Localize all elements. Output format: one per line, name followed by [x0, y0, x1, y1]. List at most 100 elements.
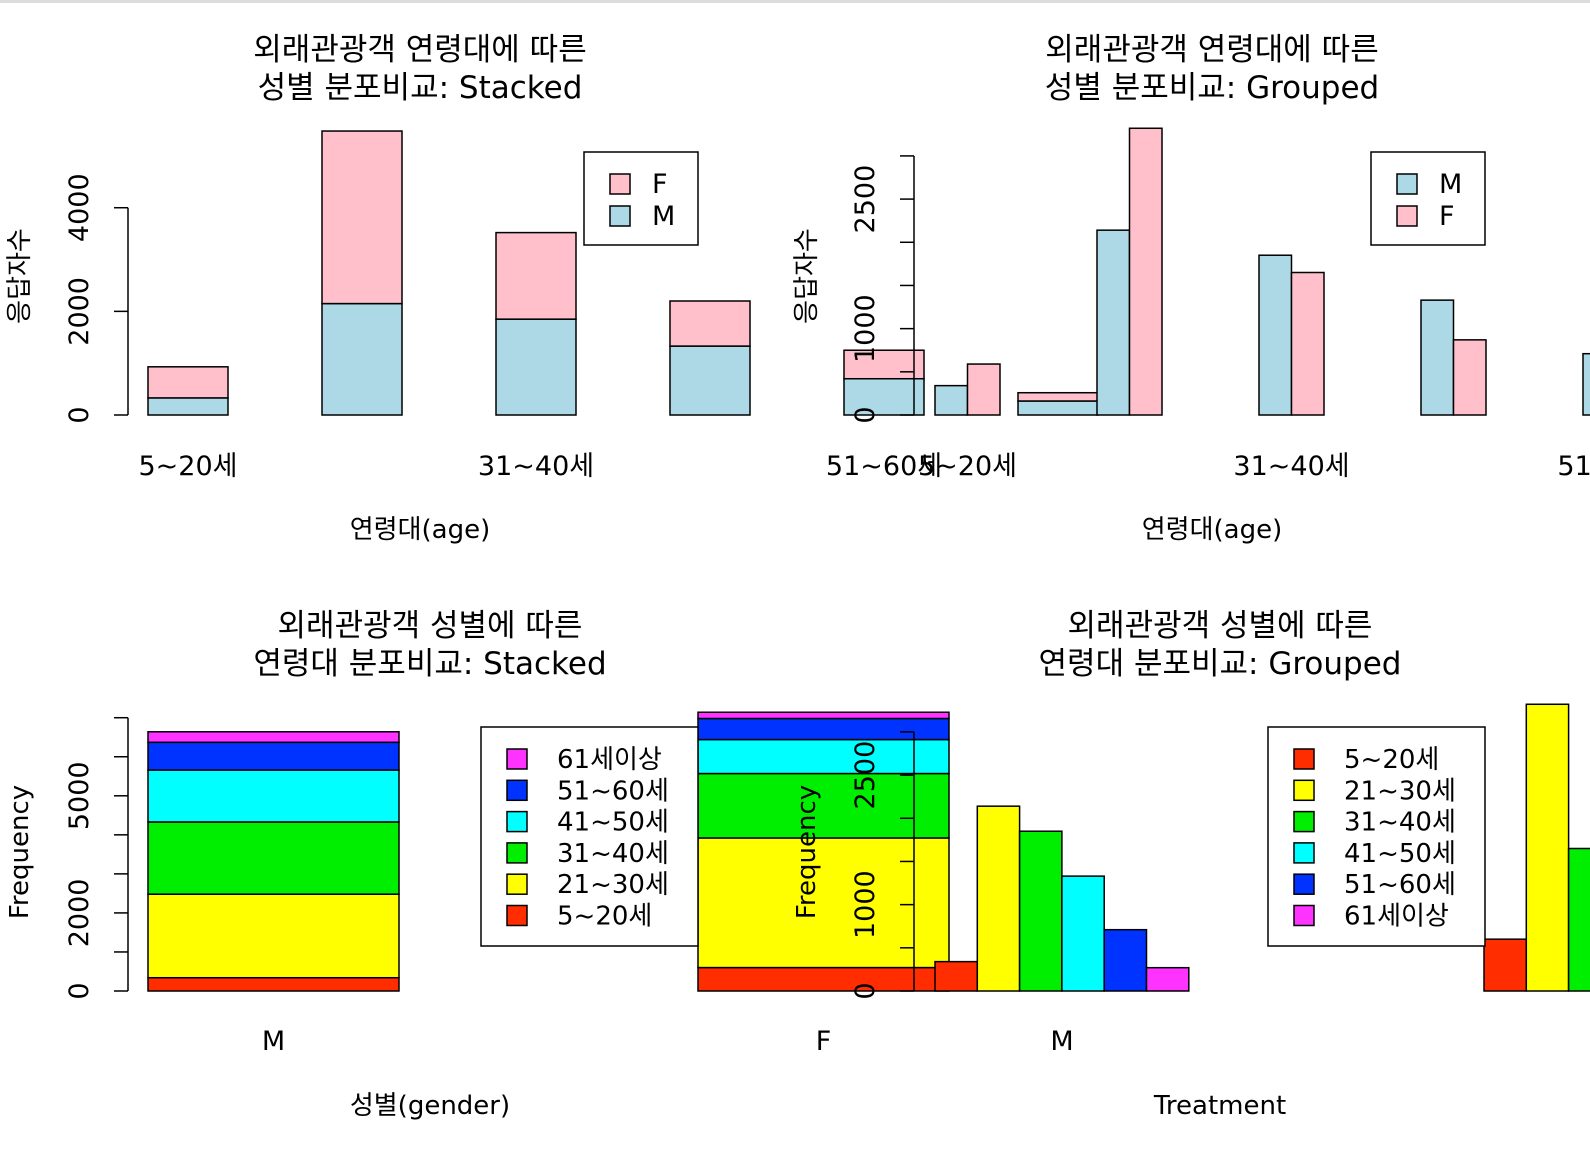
bar-31~40세-F: [1290, 271, 1325, 416]
bar-5~20세-M: [934, 384, 969, 416]
y-axis-label: Frequency: [792, 785, 822, 919]
bar-31~40세-F: [495, 231, 577, 320]
bar-51~60세-F: [843, 349, 925, 380]
legend-label: 61세이상: [557, 745, 662, 775]
legend-swatch-5~20세: [1293, 748, 1315, 770]
bar-M-31~40세: [147, 821, 400, 895]
chart-title: 외래관광객 연령대에 따른: [1045, 32, 1378, 68]
legend-label: 41~50세: [557, 808, 669, 838]
bar-F-31~40세: [697, 772, 950, 839]
y-tick-label: 1000: [850, 294, 881, 363]
legend-swatch-51~60세: [1293, 873, 1315, 895]
legend-label: 31~40세: [1344, 808, 1456, 838]
legend-label: F: [1439, 201, 1455, 232]
legend-label: 21~30세: [557, 870, 669, 900]
legend-swatch-31~40세: [1293, 810, 1315, 833]
x-axis-label: Treatment: [1153, 1091, 1286, 1121]
legend-swatch-21~30세: [1293, 779, 1315, 802]
chart-title: 외래관광객 연령대에 따른: [253, 32, 586, 68]
bar-41~50세-F: [669, 300, 751, 347]
bar-M-41~50세: [147, 769, 400, 823]
y-tick-label: 2500: [850, 741, 881, 810]
bar-41~50세-M: [669, 345, 751, 416]
x-tick-label: F: [816, 1026, 832, 1057]
bar-M-5~20세: [147, 976, 400, 992]
bar-51~60세-M: [1582, 352, 1590, 416]
bar-M-61세이상: [147, 731, 400, 744]
bar-M-61세이상: [1145, 966, 1190, 992]
legend-label: 41~50세: [1344, 839, 1456, 869]
y-tick-label: 2000: [64, 277, 95, 346]
y-tick-label: 0: [850, 406, 881, 423]
legend-label: 21~30세: [1344, 776, 1456, 806]
y-axis-label: 응답자수: [5, 228, 35, 324]
chart-title: 성별 분포비교: Grouped: [1045, 70, 1379, 106]
x-tick-label: 51~60세: [1557, 451, 1590, 482]
bar-M-5~20세: [934, 960, 979, 992]
legend-label: 5~20세: [557, 902, 652, 932]
bar-5~20세-M: [147, 397, 229, 416]
legend-box: [583, 151, 699, 246]
bar-31~40세-M: [495, 318, 577, 416]
legend-swatch-41~50세: [506, 810, 528, 833]
legend-swatch-F: [609, 173, 631, 195]
chart-title: 외래관광객 성별에 따른: [1068, 608, 1373, 644]
bar-21~30세-M: [321, 302, 403, 416]
legend-label: 61세이상: [1344, 902, 1449, 932]
y-axis-label: Frequency: [5, 785, 35, 919]
y-tick-label: 5000: [64, 761, 95, 830]
bar-F-5~20세: [1483, 938, 1528, 992]
bar-M-51~60세: [147, 741, 400, 771]
legend-swatch-M: [1396, 173, 1418, 195]
y-tick-label: 2000: [64, 879, 95, 948]
bar-F-5~20세: [697, 966, 950, 992]
x-tick-label: 5~20세: [139, 451, 238, 482]
chart-title: 외래관광객 성별에 따른: [278, 608, 583, 644]
chart-title: 연령대 분포비교: Grouped: [1039, 646, 1402, 682]
legend-label: M: [1439, 169, 1462, 200]
y-tick-label: 0: [64, 406, 95, 423]
bar-21~30세-M: [1096, 229, 1131, 416]
x-tick-label: 5~20세: [918, 451, 1017, 482]
bar-61세이상-M: [1017, 400, 1099, 416]
bar-M-31~40세: [1018, 830, 1063, 992]
x-tick-label: 51~60세: [826, 451, 942, 482]
bar-F-61세이상: [697, 711, 950, 720]
legend-swatch-5~20세: [506, 904, 528, 927]
bar-5~20세-F: [147, 366, 229, 399]
bar-F-21~30세: [697, 837, 950, 969]
y-tick-label: 0: [850, 982, 881, 999]
legend-label: 31~40세: [557, 839, 669, 869]
y-axis-label: 응답자수: [792, 228, 822, 324]
bar-21~30세-F: [321, 130, 403, 305]
legend-swatch-41~50세: [1293, 842, 1315, 864]
legend-label: F: [652, 169, 668, 200]
chart-title: 연령대 분포비교: Stacked: [253, 646, 606, 682]
legend-swatch-M: [609, 205, 631, 227]
legend: MF: [1370, 151, 1486, 246]
top-divider: [0, 0, 1590, 3]
bar-41~50세-F: [1452, 339, 1487, 416]
x-axis-label: 성별(gender): [350, 1091, 510, 1121]
x-tick-label: 31~40세: [1233, 451, 1349, 482]
y-tick-label: 2500: [850, 165, 881, 234]
legend-swatch-61세이상: [1293, 904, 1315, 927]
legend-label: 5~20세: [1344, 745, 1439, 775]
legend-swatch-F: [1396, 205, 1418, 227]
bar-5~20세-F: [966, 363, 1001, 416]
bar-41~50세-M: [1420, 299, 1455, 416]
bar-31~40세-M: [1258, 254, 1293, 416]
y-tick-label: 4000: [64, 173, 95, 242]
bar-M-41~50세: [1061, 875, 1105, 992]
x-axis-label: 연령대(age): [350, 515, 490, 545]
y-tick-label: 0: [64, 982, 95, 999]
bar-F-21~30세: [1525, 703, 1570, 992]
bar-M-51~60세: [1103, 928, 1148, 992]
legend-label: M: [652, 201, 675, 232]
legend-label: 51~60세: [557, 776, 669, 806]
